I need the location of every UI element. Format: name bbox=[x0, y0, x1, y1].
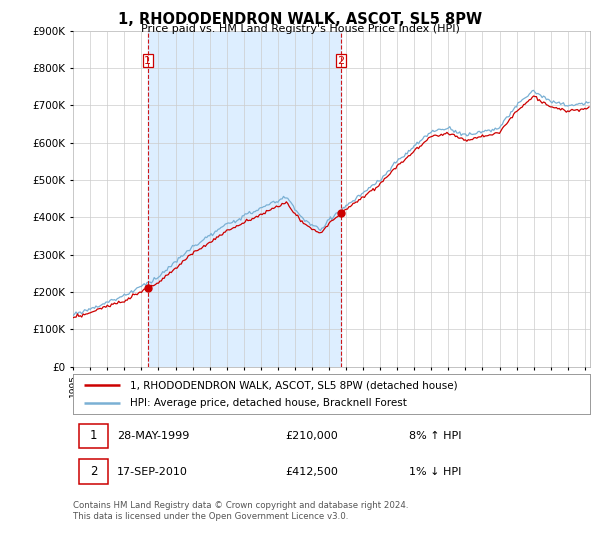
Text: 28-MAY-1999: 28-MAY-1999 bbox=[117, 431, 190, 441]
Text: Contains HM Land Registry data © Crown copyright and database right 2024.
This d: Contains HM Land Registry data © Crown c… bbox=[73, 501, 409, 521]
Text: Price paid vs. HM Land Registry's House Price Index (HPI): Price paid vs. HM Land Registry's House … bbox=[140, 24, 460, 34]
Text: 1% ↓ HPI: 1% ↓ HPI bbox=[409, 466, 462, 477]
Text: 8% ↑ HPI: 8% ↑ HPI bbox=[409, 431, 462, 441]
Text: 1, RHODODENDRON WALK, ASCOT, SL5 8PW: 1, RHODODENDRON WALK, ASCOT, SL5 8PW bbox=[118, 12, 482, 27]
Bar bbox=[148, 31, 341, 367]
Text: £412,500: £412,500 bbox=[285, 466, 338, 477]
Text: 2: 2 bbox=[338, 55, 344, 66]
Text: 1, RHODODENDRON WALK, ASCOT, SL5 8PW (detached house): 1, RHODODENDRON WALK, ASCOT, SL5 8PW (de… bbox=[130, 380, 458, 390]
Text: 1: 1 bbox=[144, 55, 151, 66]
Text: 1: 1 bbox=[90, 430, 97, 442]
Text: 2: 2 bbox=[90, 465, 97, 478]
FancyBboxPatch shape bbox=[79, 424, 108, 448]
Text: HPI: Average price, detached house, Bracknell Forest: HPI: Average price, detached house, Brac… bbox=[130, 398, 407, 408]
Text: £210,000: £210,000 bbox=[285, 431, 338, 441]
FancyBboxPatch shape bbox=[79, 459, 108, 484]
Text: 17-SEP-2010: 17-SEP-2010 bbox=[117, 466, 188, 477]
